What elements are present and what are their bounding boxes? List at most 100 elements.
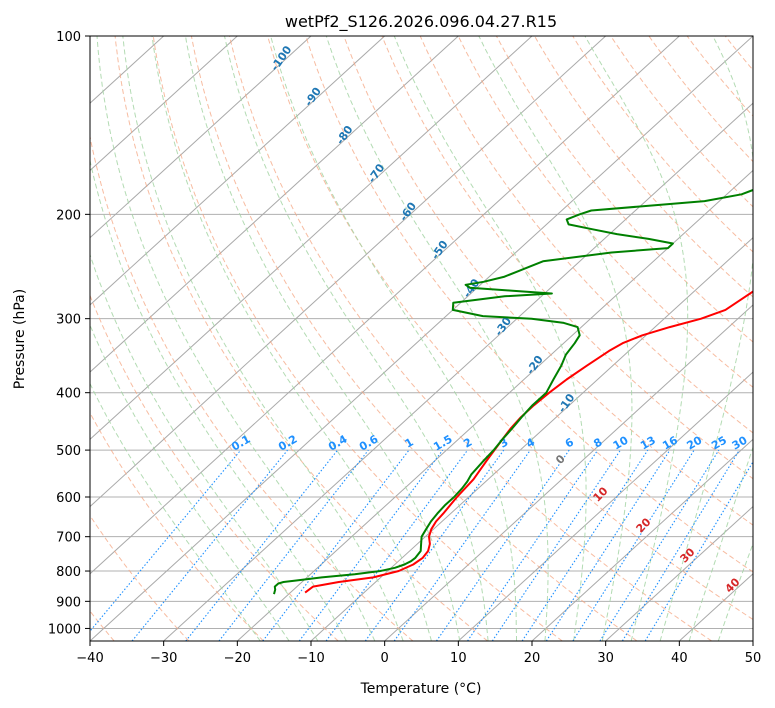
mixing-ratio-line xyxy=(545,449,671,641)
mixing-ratio-label: 6 xyxy=(563,435,576,450)
mixing-ratio-line xyxy=(185,449,339,641)
dry-adiabat-label: -20 xyxy=(524,353,546,377)
isotherm-line xyxy=(90,36,459,373)
mixing-ratio-label: 36 xyxy=(750,433,770,452)
mixing-ratio-line xyxy=(644,460,753,641)
isotherm-line xyxy=(90,36,680,575)
dry-adiabat-label: -60 xyxy=(397,200,419,224)
dry-adiabat-label: -50 xyxy=(429,238,451,262)
dry-adiabat-line xyxy=(229,36,712,641)
dry-adiabat-line xyxy=(90,294,339,641)
mixing-ratio-label: 4 xyxy=(524,435,537,450)
dry-adiabat-line xyxy=(190,36,638,641)
isotherm-line xyxy=(90,36,607,508)
mixing-ratio-label: 1 xyxy=(403,436,416,451)
dry-adiabat-line xyxy=(610,36,753,208)
dry-adiabat-label: -70 xyxy=(365,161,387,185)
moist-adiabat-line xyxy=(584,36,689,641)
x-tick-label: 50 xyxy=(745,651,762,666)
dry-adiabat-line xyxy=(534,36,753,298)
dry-adiabat-line xyxy=(90,514,190,641)
mixing-ratio-line xyxy=(521,449,649,641)
mixing-ratio-line xyxy=(218,449,369,641)
y-tick-label: 500 xyxy=(56,444,81,459)
mixing-ratio-line xyxy=(467,449,599,641)
dry-adiabat-label: -100 xyxy=(268,43,295,73)
dry-adiabat-line xyxy=(343,36,753,526)
moist-adiabat-line xyxy=(478,36,633,641)
moist-adiabat-line xyxy=(90,382,261,641)
moist-adiabat-label: 0 xyxy=(553,452,568,467)
mixing-ratio-line xyxy=(393,449,531,641)
x-axis-label: Temperature (°C) xyxy=(360,681,482,697)
dry-adiabat-label: -90 xyxy=(302,85,324,109)
chart-title: wetPf2_S126.2026.096.04.27.R15 xyxy=(285,12,557,32)
y-tick-label: 300 xyxy=(56,313,81,328)
x-tick-label: −40 xyxy=(76,651,103,666)
y-tick-label: 900 xyxy=(56,595,81,610)
dry-adiabat-line xyxy=(381,36,753,480)
dry-adiabat-line xyxy=(763,36,775,641)
moist-adiabat-line xyxy=(270,36,517,641)
isotherm-line xyxy=(605,505,753,641)
dry-adiabat-label: -10 xyxy=(555,391,577,415)
x-tick-label: 10 xyxy=(450,651,467,666)
moist-adiabat-line xyxy=(325,36,549,641)
dry-adiabat-line xyxy=(267,36,753,621)
x-tick-label: −20 xyxy=(224,651,251,666)
y-tick-label: 200 xyxy=(56,208,81,223)
isotherm-line xyxy=(90,36,238,172)
y-tick-label: 1000 xyxy=(48,622,81,637)
dry-adiabat-line xyxy=(495,36,753,343)
mixing-ratio-line xyxy=(491,449,621,641)
moist-adiabat-label: 40 xyxy=(723,575,743,595)
y-axis-label: Pressure (hPa) xyxy=(12,289,28,389)
plot-frame xyxy=(89,35,754,642)
mixing-ratio-line xyxy=(599,449,720,641)
y-tick-label: 700 xyxy=(56,531,81,546)
dry-adiabat-line xyxy=(305,36,753,573)
moist-adiabat-label: 10 xyxy=(591,484,611,504)
y-tick-label: 100 xyxy=(56,30,81,45)
moist-adiabat-line xyxy=(393,36,587,641)
moist-adiabat-label: 30 xyxy=(678,545,698,565)
mixing-ratio-line xyxy=(435,449,570,641)
moist-adiabat-line xyxy=(96,36,376,641)
isotherm-line xyxy=(457,371,753,641)
isotherm-line xyxy=(90,36,312,239)
isotherm-line xyxy=(531,438,753,641)
moist-adiabat-line xyxy=(688,445,753,641)
isotherm-line xyxy=(752,640,753,641)
moist-adiabat-line xyxy=(90,323,290,641)
isotherm-line xyxy=(90,36,386,306)
moist-adiabat-line xyxy=(151,36,432,641)
moist-adiabat-line xyxy=(224,36,489,641)
x-tick-label: 0 xyxy=(381,651,389,666)
dry-adiabat-line xyxy=(419,36,753,434)
isotherm-line xyxy=(236,169,753,641)
moist-adiabat-line xyxy=(90,253,319,641)
mixing-ratio-line xyxy=(131,449,289,641)
mixing-ratio-line xyxy=(325,449,468,641)
isotherm-line xyxy=(163,102,753,641)
dry-adiabat-line xyxy=(114,36,488,641)
mixing-ratio-line xyxy=(90,449,242,633)
moist-adiabat-line xyxy=(185,36,461,641)
dry-adiabat-line xyxy=(648,36,753,163)
x-tick-label: 20 xyxy=(524,651,541,666)
dry-adiabat-line xyxy=(90,134,414,641)
y-tick-label: 600 xyxy=(56,491,81,506)
isotherm-line xyxy=(90,36,533,441)
dewpoint-profile-line xyxy=(273,188,753,595)
moist-adiabat-line xyxy=(717,542,753,641)
x-tick-label: −30 xyxy=(150,651,177,666)
mixing-ratio-line xyxy=(621,449,740,641)
moist-adiabat-line xyxy=(659,36,753,641)
mixing-ratio-line xyxy=(298,449,444,641)
y-tick-label: 800 xyxy=(56,565,81,580)
dry-adiabat-line xyxy=(90,411,264,641)
dry-adiabat-line xyxy=(457,36,753,388)
mixing-ratio-label: 8 xyxy=(591,436,604,451)
x-tick-label: −10 xyxy=(297,651,324,666)
